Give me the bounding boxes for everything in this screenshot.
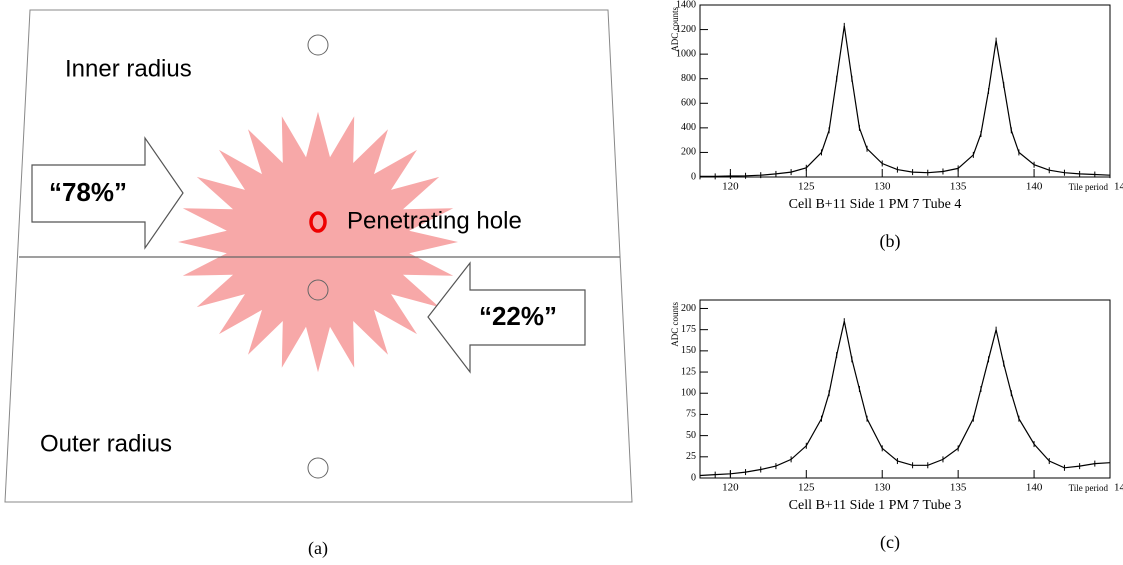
- y-tick-label: 600: [681, 98, 696, 109]
- caption: (c): [880, 532, 900, 553]
- y-axis-label: ADC counts: [670, 7, 680, 52]
- caption: (b): [880, 231, 901, 252]
- hole-label: Penetrating hole: [347, 207, 522, 234]
- y-tick-label: 25: [686, 451, 696, 462]
- y-tick-label: 175: [681, 324, 696, 335]
- x-tick-label: 125: [798, 482, 815, 494]
- x-axis-label: Tile period: [1069, 483, 1109, 493]
- x-tick-label: 135: [950, 181, 967, 193]
- y-tick-label: 50: [686, 430, 696, 441]
- y-tick-label: 1400: [676, 0, 696, 10]
- y-tick-label: 800: [681, 73, 696, 84]
- x-tick-label: 140: [1026, 181, 1043, 193]
- y-tick-label: 400: [681, 122, 696, 133]
- x-tick-label: 130: [874, 482, 891, 494]
- y-tick-label: 1000: [676, 48, 696, 59]
- hole: [307, 457, 329, 479]
- y-tick-label: 200: [681, 147, 696, 158]
- diagram: Penetrating hole Inner radius Outer radi…: [4, 9, 633, 559]
- y-tick-label: 100: [681, 388, 696, 399]
- outer-share: “22%”: [479, 301, 557, 331]
- y-axis-label: ADC counts: [670, 302, 680, 347]
- inner-label: Inner radius: [65, 55, 192, 82]
- arrow: [427, 261, 586, 374]
- y-tick-label: 125: [681, 366, 696, 377]
- x-tick-label: 140: [1026, 482, 1043, 494]
- fit-line: [700, 25, 1111, 177]
- chart-title: Cell B+11 Side 1 PM 7 Tube 3: [789, 498, 962, 513]
- chart: 0 200 400 600 800 1000 1200 1400 120 125 130 135 140…: [670, 0, 1123, 252]
- y-tick-label: 75: [686, 409, 696, 420]
- hole: [307, 279, 329, 301]
- hole: [307, 34, 329, 56]
- x-tick-label: 145: [1114, 181, 1123, 193]
- x-axis-label: Tile period: [1069, 182, 1109, 192]
- penetrating-hole: [309, 211, 327, 233]
- y-tick-label: 200: [681, 303, 696, 314]
- y-tick-label: 1200: [676, 24, 696, 35]
- x-tick-label: 125: [798, 181, 815, 193]
- plot-frame: [699, 4, 1111, 178]
- x-tick-label: 120: [722, 181, 739, 193]
- caption: (a): [308, 538, 328, 559]
- fit-line: [699, 321, 1111, 477]
- y-tick-label: 0: [691, 171, 696, 182]
- outer-label: Outer radius: [40, 430, 172, 457]
- x-tick-label: 145: [1114, 482, 1123, 494]
- chart: 0 25 50 75 100 125 150 175 200 120 125 130 135 140 145…: [670, 299, 1123, 553]
- y-tick-label: 150: [681, 345, 696, 356]
- chart-title: Cell B+11 Side 1 PM 7 Tube 4: [789, 197, 962, 212]
- plot-frame: [699, 299, 1111, 479]
- x-tick-label: 120: [722, 482, 739, 494]
- y-tick-label: 0: [691, 472, 696, 483]
- x-tick-label: 130: [874, 181, 891, 193]
- inner-share: “78%”: [49, 177, 127, 207]
- burst: [178, 111, 458, 373]
- arrow: [31, 136, 184, 250]
- x-tick-label: 135: [950, 482, 967, 494]
